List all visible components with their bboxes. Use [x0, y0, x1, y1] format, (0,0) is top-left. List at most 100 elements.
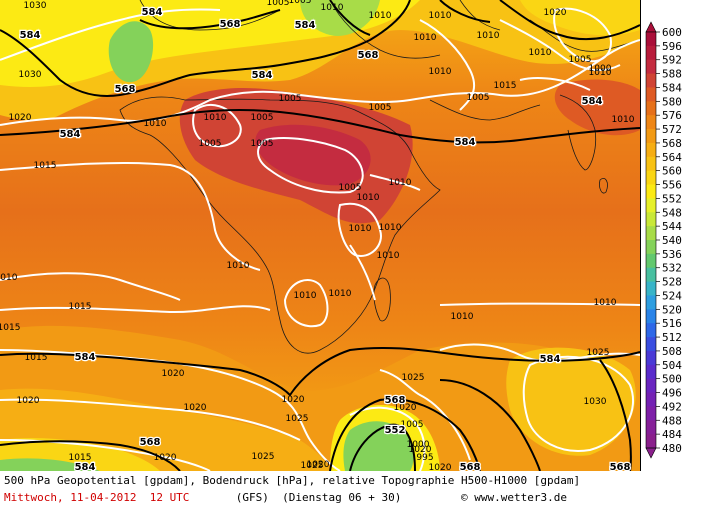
- isobar-label: 1010: [529, 48, 552, 58]
- isobar-label: 1010: [329, 289, 352, 299]
- cold-pool-north: [108, 21, 154, 83]
- isobar-label: 1005: [369, 103, 392, 113]
- legend-swatch: [646, 253, 656, 269]
- isobar-label: 1015: [0, 323, 20, 333]
- legend-swatch: [646, 142, 656, 158]
- isobar-label: 1020: [429, 463, 452, 471]
- isobar-label: 1000: [407, 440, 430, 450]
- legend-swatch: [646, 87, 656, 102]
- legend-tick-label: 496: [662, 387, 682, 400]
- footer-info-line: Mittwoch, 11-04-2012 12 UTC (GFS) (Diens…: [4, 491, 567, 505]
- legend-tick-label: 532: [662, 262, 682, 275]
- geopotential-label: 584: [582, 96, 603, 107]
- legend-tick-label: 560: [662, 165, 682, 178]
- geopotential-label: 568: [358, 50, 379, 61]
- isobar-label: 1010: [321, 3, 344, 13]
- isobar-label: 1020: [544, 8, 567, 18]
- geopotential-label: 568: [115, 84, 136, 95]
- isobar-label: 1010: [429, 11, 452, 21]
- warm-anomaly-se: [506, 347, 636, 456]
- legend-tick-label: 568: [662, 137, 682, 150]
- legend-swatch: [646, 129, 656, 144]
- isobar-label: 1010: [144, 119, 167, 129]
- isobar-label: 1005: [569, 55, 592, 65]
- isobar-label: 1010: [451, 312, 474, 322]
- isobar-label: 1020: [282, 395, 305, 405]
- isobar-label: 1005: [267, 0, 290, 8]
- legend-swatch: [646, 406, 656, 421]
- legend-tick-label: 524: [662, 289, 682, 302]
- isobar-label: 1005: [289, 0, 312, 6]
- geopotential-label: 584: [295, 20, 316, 31]
- isobar-label: 1025: [286, 414, 309, 424]
- legend-swatch: [646, 323, 656, 338]
- legend-tick-label: 556: [662, 179, 682, 192]
- legend-swatch: [646, 240, 656, 255]
- legend-swatch: [646, 350, 656, 366]
- footer-run: (Dienstag 06 + 30): [282, 491, 402, 504]
- trough-green: [343, 421, 414, 471]
- geopotential-label: 552: [385, 425, 406, 436]
- isobar-label: 1010: [389, 178, 412, 188]
- geopotential-label: 584: [252, 70, 273, 81]
- legend-swatch: [646, 378, 656, 393]
- legend-tick-label: 516: [662, 317, 682, 330]
- legend-tick-label: 564: [662, 151, 682, 164]
- isobar-label: 1005: [279, 94, 302, 104]
- legend-swatch: [646, 434, 656, 449]
- geopotential-label: 568: [385, 395, 406, 406]
- geopotential-label: 584: [540, 354, 561, 365]
- legend-tick-label: 540: [662, 234, 682, 247]
- isobar-label: 1020: [17, 396, 40, 406]
- legend-tick-label: 484: [662, 428, 682, 441]
- isobar-label: 1030: [584, 397, 607, 407]
- isobar-label: 1015: [25, 353, 48, 363]
- geopotential-label: 568: [140, 437, 161, 448]
- legend-swatch: [646, 226, 656, 241]
- color-legend: 600 596 592 588 584 580 576 572 568 564 560 556 552 5…: [640, 0, 704, 471]
- legend-swatch: [646, 115, 656, 130]
- isobar-label: 1030: [24, 1, 47, 11]
- legend-tick-label: 588: [662, 68, 682, 81]
- legend-tick-label: 536: [662, 248, 682, 261]
- legend-tick-label: 492: [662, 400, 682, 413]
- isobar-label: 1010: [612, 115, 635, 125]
- isobar-label: 1010: [477, 31, 500, 41]
- isobar-label: 1005: [401, 420, 424, 430]
- legend-swatch: [646, 295, 656, 310]
- isobar-label: 1005: [251, 113, 274, 123]
- geopotential-label: 584: [75, 352, 96, 363]
- footer-model: (GFS): [235, 491, 269, 504]
- footer-copyright[interactable]: © www.wetter3.de: [461, 491, 567, 504]
- legend-tick-label: 508: [662, 345, 682, 358]
- weather-map: 1030 1005 1005 1010 1010 1030 1020 1010 1020 1010…: [0, 0, 641, 472]
- legend-tick-label: 544: [662, 220, 682, 233]
- legend-swatch: [646, 364, 656, 380]
- footer-title: 500 hPa Geopotential [gpdam], Bodendruck…: [4, 474, 581, 487]
- isobar-label: 1010: [429, 67, 452, 77]
- legend-svg: 6005965925885845805765725685645605565525…: [645, 21, 682, 459]
- isobar-label: 1025: [587, 348, 610, 358]
- geopotential-contours: [0, 0, 640, 471]
- legend-swatch: [646, 309, 656, 324]
- isobar-label: 1025: [252, 452, 275, 462]
- geopotential-label: 584: [75, 462, 96, 471]
- legend-swatch: [646, 420, 656, 435]
- geopotential-label: 568: [460, 462, 481, 471]
- isobar-label: 1010: [357, 193, 380, 203]
- legend-tick-label: 552: [662, 192, 682, 205]
- legend-tick-label: 584: [662, 81, 682, 94]
- isobar-label: 1010: [369, 11, 392, 21]
- legend-swatch: [646, 32, 656, 47]
- legend-tick-label: 520: [662, 303, 682, 316]
- heat-core-inner: [255, 124, 371, 186]
- isobar-label: 1005: [467, 93, 490, 103]
- cold-pool-north-east: [300, 0, 380, 36]
- isobar-label: 1030: [19, 70, 42, 80]
- isobar-label: 1010: [377, 251, 400, 261]
- isobar-label: 1005: [199, 139, 222, 149]
- legend-swatch: [646, 198, 656, 213]
- legend-swatch: [646, 281, 656, 296]
- legend-tick-label: 548: [662, 206, 682, 219]
- isobar-label: 1020: [307, 460, 330, 470]
